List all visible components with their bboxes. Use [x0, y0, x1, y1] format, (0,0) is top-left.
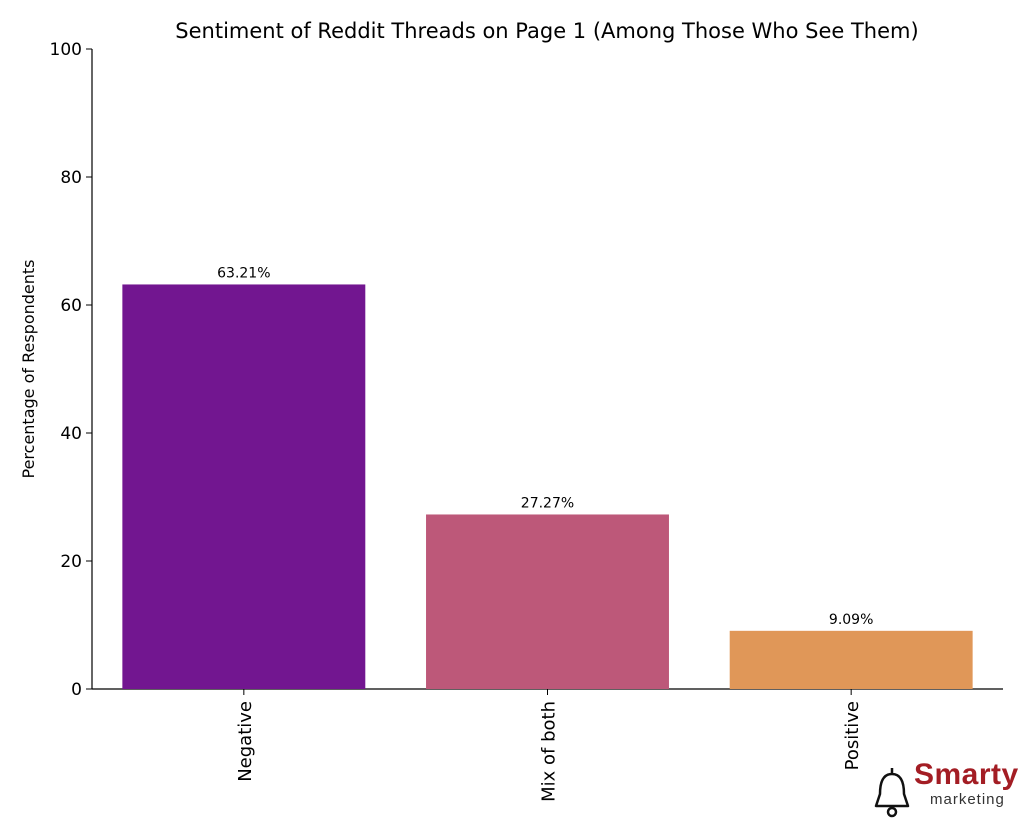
smarty-marketing-logo: Smarty marketing: [872, 758, 1022, 820]
logo-word: Smarty: [914, 758, 1019, 791]
x-tick-label: Negative: [235, 701, 256, 782]
data-label: 27.27%: [521, 495, 574, 511]
bar-positive: [729, 630, 973, 689]
bell-icon: [874, 768, 910, 818]
y-tick-label: 100: [50, 40, 82, 60]
logo-sub: marketing: [930, 791, 1005, 808]
chart-title: Sentiment of Reddit Threads on Page 1 (A…: [175, 19, 918, 43]
plot-area: 0 20 40 60 80 100 63.21% Negative 27.27% Mix of b…: [50, 40, 1003, 802]
y-tick-label: 80: [60, 168, 82, 188]
y-tick-label: 60: [60, 296, 82, 316]
data-label: 9.09%: [829, 612, 873, 628]
x-tick-label: Positive: [842, 701, 863, 770]
data-label: 63.21%: [217, 265, 270, 281]
bar-negative: [122, 284, 366, 689]
y-tick-label: 40: [60, 424, 82, 444]
x-tick-label: Mix of both: [539, 701, 560, 802]
y-tick-label: 0: [71, 680, 82, 700]
y-axis-label: Percentage of Respondents: [19, 259, 38, 478]
bar-mix-of-both: [426, 514, 669, 689]
y-tick-label: 20: [60, 552, 82, 572]
